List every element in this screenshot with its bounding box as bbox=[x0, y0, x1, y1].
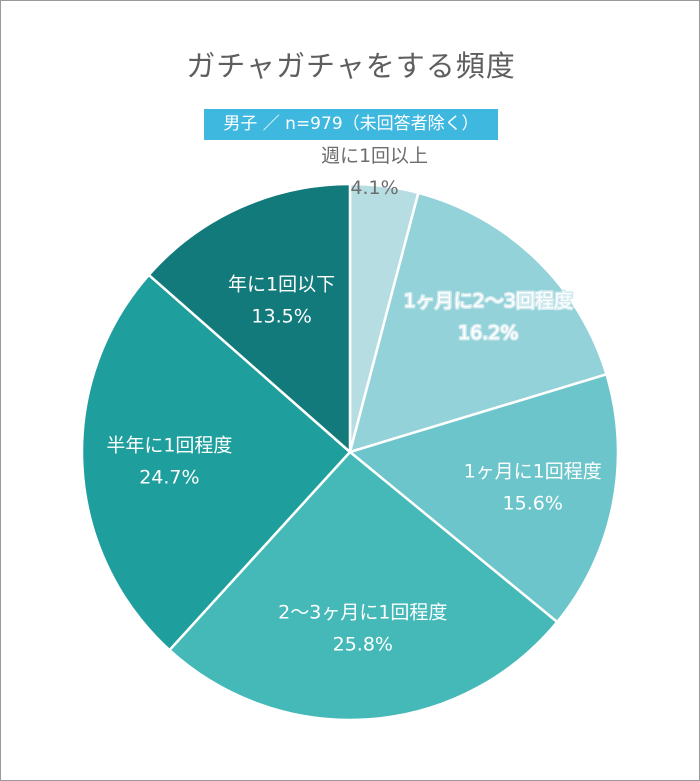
slice-value-bimonthly: 25.8% bbox=[333, 633, 393, 655]
pie-slice-monthly-1 bbox=[348, 373, 620, 624]
chart-subtitle: 男子 ／ n=979（未回答者除く） bbox=[204, 109, 498, 140]
pie-slice-semiannual bbox=[80, 273, 352, 652]
slice-value-weekly: 4.1% bbox=[350, 177, 398, 199]
slice-label-yearly: 年に1回以下 bbox=[228, 274, 335, 296]
slice-label-group-bimonthly: 2〜3ヶ月に1回程度 25.8% bbox=[278, 601, 447, 655]
slice-label-monthly-2-3: 1ヶ月に2〜3回程度 bbox=[404, 290, 573, 312]
slice-label-group-monthly-2-3: 1ヶ月に2〜3回程度 16.2% bbox=[402, 289, 574, 346]
slice-label-monthly-1: 1ヶ月に1回程度 bbox=[464, 461, 602, 483]
slice-label-group-semiannual: 半年に1回程度 24.7% bbox=[106, 435, 232, 489]
slice-value-semiannual: 24.7% bbox=[139, 467, 199, 489]
slice-value-monthly-1: 15.6% bbox=[503, 493, 563, 515]
pie-slice-yearly bbox=[147, 182, 352, 454]
chart-title: ガチャガチャをする頻度 bbox=[186, 49, 516, 83]
slice-value-monthly-2-3: 16.2% bbox=[458, 322, 518, 344]
slice-label-weekly: 週に1回以上 bbox=[321, 145, 428, 167]
slice-value-yearly: 13.5% bbox=[251, 306, 311, 328]
slice-label-group-yearly: 年に1回以下 13.5% bbox=[228, 274, 335, 328]
pie-slice-monthly-2-3 bbox=[348, 191, 608, 454]
slice-label-group-monthly-1: 1ヶ月に1回程度 15.6% bbox=[464, 461, 602, 515]
pie-slice-bimonthly bbox=[168, 450, 559, 722]
slice-label-bimonthly: 2〜3ヶ月に1回程度 bbox=[278, 601, 447, 623]
slice-label-semiannual: 半年に1回程度 bbox=[106, 435, 232, 457]
slice-label-group-weekly: 週に1回以上 4.1% bbox=[319, 144, 429, 200]
